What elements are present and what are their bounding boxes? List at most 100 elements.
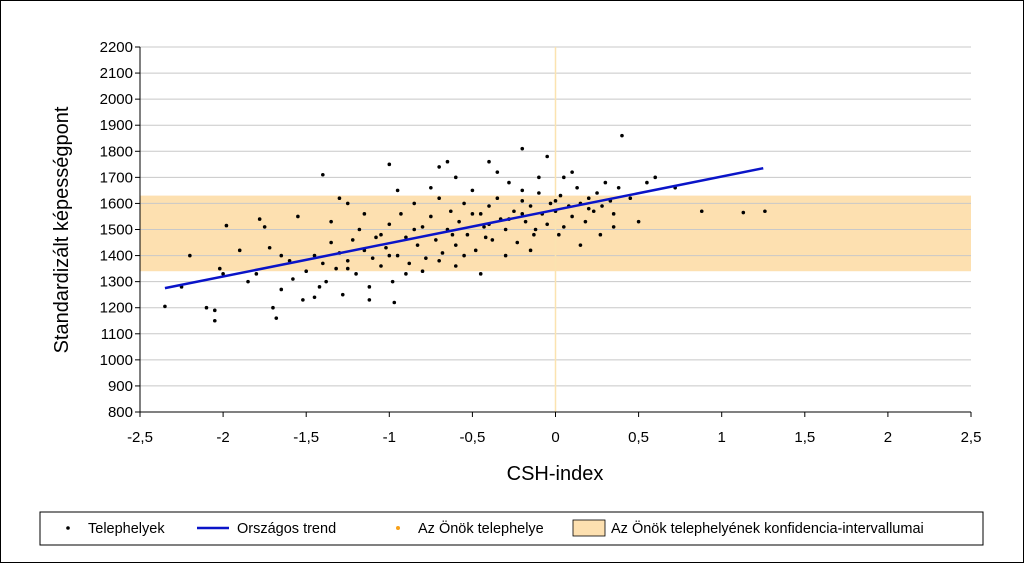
- data-point: [324, 279, 328, 284]
- data-point: [450, 232, 455, 237]
- data-point: [495, 170, 500, 174]
- data-point: [528, 248, 533, 253]
- data-point: [321, 261, 325, 266]
- data-point: [340, 292, 345, 297]
- data-point: [437, 196, 441, 201]
- data-point: [301, 298, 305, 302]
- data-point: [257, 217, 262, 221]
- y-tick-label: 1400: [100, 248, 133, 265]
- data-point: [304, 269, 309, 274]
- data-point: [611, 212, 616, 216]
- data-point: [611, 225, 616, 229]
- legend-marker: [572, 519, 606, 537]
- data-point: [507, 180, 511, 185]
- data-point: [317, 285, 322, 289]
- plot-layer: 800 900 1000 1100 1200 1300 1400 1500 1600 1700 18…: [100, 39, 982, 446]
- data-point: [212, 308, 217, 313]
- data-point: [603, 180, 608, 185]
- y-tick-label: 1800: [100, 143, 133, 160]
- x-tick-label: -2: [216, 429, 229, 446]
- data-point: [470, 188, 475, 193]
- data-point: [490, 238, 495, 242]
- data-point: [628, 196, 633, 201]
- data-point: [583, 219, 588, 224]
- data-point: [404, 235, 408, 240]
- data-point: [274, 316, 279, 320]
- data-point: [204, 305, 209, 310]
- data-point: [217, 266, 222, 271]
- data-point: [503, 253, 508, 258]
- data-point: [395, 188, 400, 193]
- data-point: [653, 175, 658, 180]
- data-point: [296, 214, 300, 219]
- x-tick-label: 1,5: [794, 429, 815, 446]
- data-point: [424, 256, 428, 260]
- x-tick-label: -1,5: [293, 429, 319, 446]
- legend-label: Telephelyek: [88, 521, 165, 537]
- data-point: [312, 295, 317, 300]
- data-point: [520, 199, 525, 203]
- data-point: [321, 172, 325, 177]
- data-point: [578, 243, 583, 247]
- data-point: [404, 272, 408, 276]
- data-point: [482, 225, 486, 229]
- data-point: [586, 206, 591, 211]
- y-tick-label: 1900: [100, 117, 133, 134]
- data-point: [379, 264, 383, 268]
- data-point: [515, 240, 520, 245]
- data-point: [537, 191, 541, 195]
- data-point: [548, 201, 553, 206]
- data-point: [279, 253, 284, 258]
- data-point: [473, 248, 478, 253]
- legend-label: Az Önök telephelyének konfidencia-interv…: [611, 519, 924, 537]
- data-point: [429, 185, 433, 190]
- data-point: [279, 287, 284, 292]
- data-point: [357, 227, 362, 232]
- data-point: [478, 272, 483, 276]
- data-point: [345, 201, 350, 206]
- data-point: [570, 214, 574, 219]
- data-point: [487, 204, 491, 208]
- data-point: [562, 225, 566, 229]
- x-tick-label: -1: [383, 429, 396, 446]
- legend-marker: [66, 526, 70, 530]
- data-point: [512, 209, 516, 214]
- data-point: [523, 219, 528, 224]
- data-point: [379, 232, 383, 237]
- data-point: [370, 256, 375, 260]
- y-tick-label: 2200: [100, 39, 133, 56]
- x-tick-label: 0: [551, 429, 559, 446]
- data-point: [598, 232, 603, 237]
- data-point: [462, 201, 466, 206]
- y-tick-label: 1600: [100, 195, 133, 212]
- data-point: [337, 196, 342, 201]
- data-point: [595, 191, 599, 195]
- data-point: [420, 269, 425, 274]
- data-point: [434, 238, 438, 242]
- data-point: [345, 258, 350, 263]
- data-point: [616, 185, 621, 190]
- data-point: [374, 235, 378, 240]
- legend-label: Az Önök telephelye: [418, 519, 544, 537]
- data-point: [437, 165, 441, 169]
- y-tick-label: 2000: [100, 91, 133, 108]
- data-point: [545, 154, 549, 159]
- data-point: [453, 175, 458, 180]
- data-point: [262, 225, 267, 229]
- trend-line: [164, 167, 764, 290]
- y-tick-label: 1100: [101, 326, 133, 343]
- data-point: [520, 188, 525, 193]
- data-point: [537, 175, 541, 180]
- data-point: [387, 253, 392, 258]
- data-point: [741, 210, 746, 215]
- y-tick-label: 800: [108, 404, 133, 421]
- data-point: [387, 222, 392, 227]
- data-point: [254, 272, 259, 276]
- data-point: [367, 298, 372, 302]
- data-point: [415, 243, 420, 247]
- x-tick-label: 2: [884, 429, 892, 446]
- data-point: [545, 222, 549, 227]
- data-point: [558, 193, 563, 198]
- data-point: [600, 204, 604, 208]
- data-point: [271, 305, 275, 310]
